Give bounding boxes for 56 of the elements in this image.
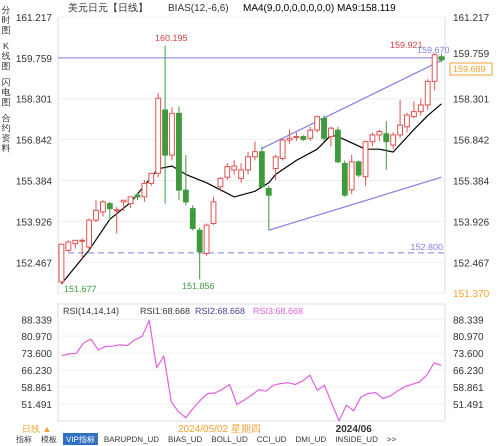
text: 闪电图 [2, 77, 10, 107]
x-tick-label: 2024/06 [336, 424, 372, 435]
annotation: 151.677 [64, 284, 97, 294]
line-series [60, 103, 442, 284]
y-tick-label: 51.491 [21, 400, 52, 411]
text: 模板 [41, 435, 57, 444]
ref-line-label: 152.800 [410, 242, 443, 252]
y-tick-label: 156.842 [453, 136, 490, 147]
y-tick-label: 158.301 [453, 94, 490, 106]
candlestick [356, 160, 362, 178]
text: >> [386, 435, 397, 444]
text: 合约资料 [2, 113, 10, 153]
y-tick-label: 152.467 [453, 258, 490, 270]
annotation: 151.856 [182, 281, 215, 291]
candlestick [190, 204, 196, 231]
text: 分时图 [2, 5, 10, 35]
annotation: RSI1:68.668 [140, 306, 190, 316]
chart-title: 美元日元【日线】 [68, 2, 148, 14]
y-tick-label: 73.600 [21, 349, 52, 360]
text: BIAS_UD [168, 435, 202, 444]
text: 指标 [15, 435, 32, 444]
candlestick [328, 126, 334, 147]
annotation: RSI2:68.668 [195, 306, 246, 316]
text: VIP指标 [66, 435, 95, 444]
text: BARUPDN_UD [104, 435, 160, 444]
candlestick [321, 115, 327, 142]
candlestick [266, 185, 272, 231]
y-tick-label: 58.861 [21, 382, 52, 394]
text: INSIDE_UD [335, 435, 378, 444]
candlestick [114, 206, 120, 234]
candlestick [210, 196, 216, 226]
y-tick-label: 80.970 [21, 332, 52, 344]
text: MA4(9,0,0,0,0,0,0,0) MA9:158.119 [243, 3, 396, 14]
chart-title: RSI(14,14,14) [63, 306, 120, 316]
text: BOLL_UD [211, 435, 248, 444]
candlestick [383, 120, 390, 170]
candlestick [196, 227, 203, 280]
text: 日线 ▲ [22, 424, 52, 434]
text: 2024/05/02 星期四 [178, 423, 261, 435]
y-tick-label: 153.926 [453, 217, 490, 228]
chart-subtitle: BIAS(12,-6,6) [168, 3, 229, 14]
y-tick-label: 66.230 [21, 366, 52, 377]
y-tick-label: 155.384 [453, 176, 490, 188]
text: CCI_UD [256, 435, 287, 444]
y-tick-label: 161.217 [453, 13, 490, 24]
y-tick-label: 88.339 [21, 315, 52, 326]
line-series [61, 320, 442, 422]
candlestick [217, 176, 224, 192]
annotation: 160.195 [155, 33, 188, 43]
text: 159.689 [453, 64, 486, 74]
text: RSI3:68.668 [253, 306, 304, 316]
text: DMI_UD [296, 435, 326, 444]
candlestick [106, 201, 113, 221]
text: K线图 [2, 41, 10, 71]
y-tick-label: 159.759 [453, 48, 490, 60]
y-tick-label: 151.370 [453, 289, 490, 300]
